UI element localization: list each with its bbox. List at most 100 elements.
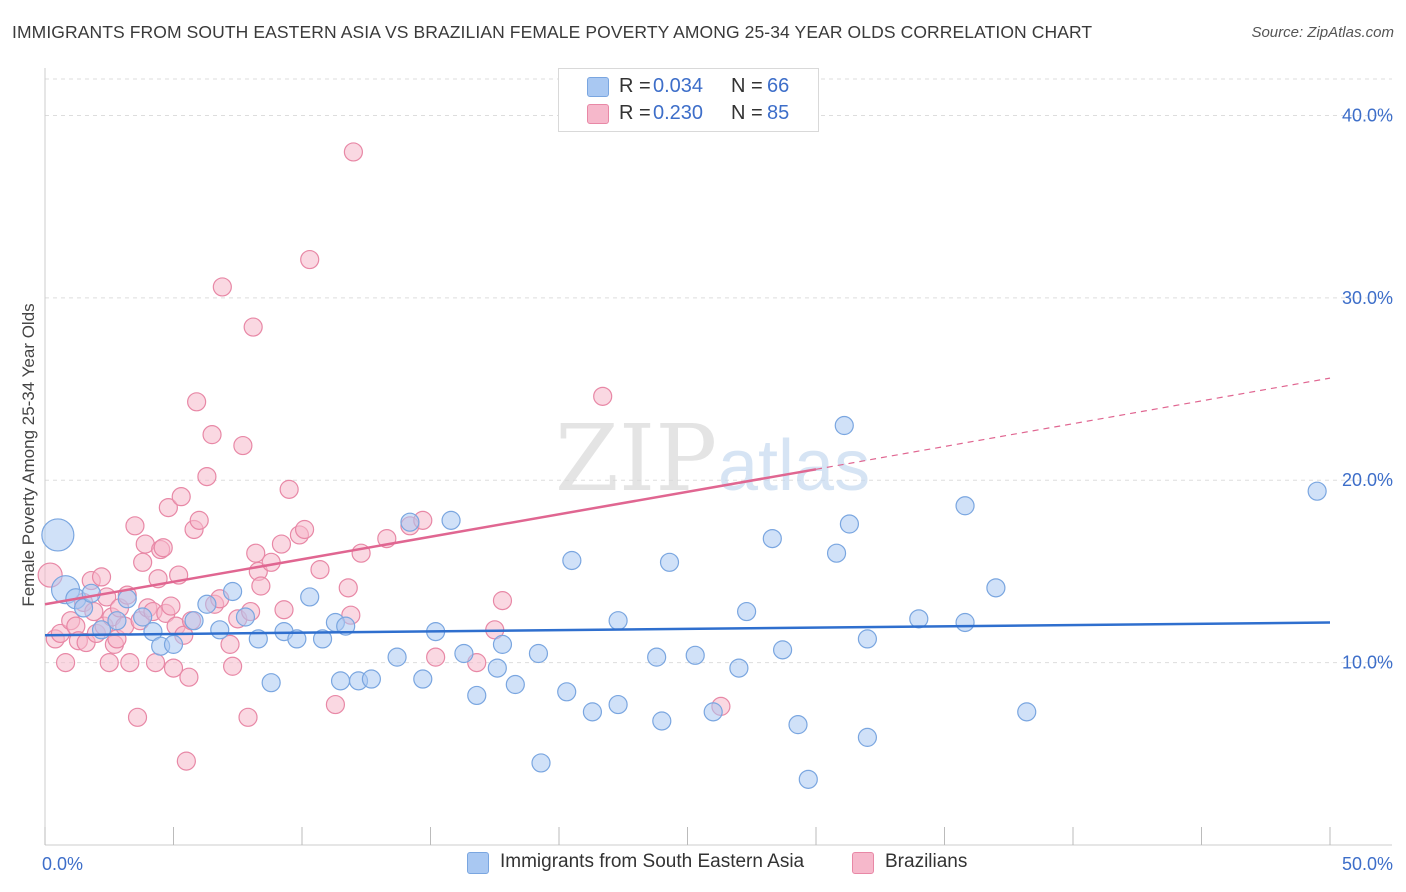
sea-point <box>647 647 667 667</box>
sea-point <box>223 581 243 602</box>
y-tick-label: 40.0% <box>1342 105 1393 125</box>
sea-point <box>839 514 860 534</box>
sea-point <box>762 528 782 549</box>
brazilian-point <box>426 647 446 667</box>
legend-swatch-pink <box>587 104 609 124</box>
sea-immigrants-points <box>41 415 1327 789</box>
sea-point <box>582 702 603 722</box>
brazilian-point <box>279 479 299 499</box>
chart-title: IMMIGRANTS FROM SOUTH EASTERN ASIA VS BR… <box>12 22 1093 42</box>
brazilian-point <box>176 751 196 771</box>
brazilian-point <box>300 249 320 270</box>
sea-point <box>737 601 757 622</box>
brazilian-point <box>233 435 253 456</box>
sea-point <box>986 578 1006 598</box>
y-axis-title: Female Poverty Among 25-34 Year Olds <box>19 303 38 606</box>
sea-point <box>487 658 507 678</box>
sea-point <box>261 673 281 693</box>
brazilian-point <box>243 317 263 337</box>
watermark: ZIP atlas <box>555 405 870 512</box>
brazilian-point <box>343 142 363 162</box>
sea-point <box>117 589 137 609</box>
sea-point <box>300 587 320 607</box>
sea-point <box>857 727 878 747</box>
sea-point <box>235 607 256 627</box>
brazilian-point <box>125 516 145 536</box>
legend-n-value-sea: 66 <box>767 75 790 97</box>
source-credit: Source: ZipAtlas.com <box>1251 24 1394 41</box>
brazilian-point <box>310 560 330 580</box>
brazilian-point <box>127 707 148 727</box>
legend-r-label: R = <box>619 75 651 97</box>
brazilians-trend-line <box>44 468 817 606</box>
brazilians-trend-extension <box>815 377 1331 470</box>
bottom-legend-swatch-pink <box>852 852 874 874</box>
sea-point <box>955 496 975 516</box>
sea-point <box>454 643 474 664</box>
x-tick-label-max: 50.0% <box>1342 854 1393 874</box>
brazilian-point <box>271 534 292 554</box>
sea-point <box>528 643 549 664</box>
brazilian-point <box>492 591 513 611</box>
y-tick-labels: 10.0% 20.0% 30.0% 40.0% <box>1342 105 1393 672</box>
legend-r-value-sea: 0.034 <box>653 75 704 97</box>
sea-point <box>909 609 929 629</box>
brazilian-point <box>120 653 140 673</box>
brazilian-point <box>238 707 258 727</box>
sea-point <box>210 620 230 640</box>
sea-point <box>197 594 217 614</box>
sea-point <box>1307 481 1327 501</box>
brazilian-point <box>274 600 294 620</box>
brazilian-point <box>223 656 243 676</box>
sea-point <box>441 510 461 530</box>
bottom-legend-label-sea: Immigrants from South Eastern Asia <box>500 851 805 872</box>
sea-point <box>163 634 184 654</box>
brazilian-point <box>163 658 184 678</box>
brazilian-point <box>161 596 181 616</box>
grid-lines <box>45 78 1392 664</box>
sea-point <box>107 611 127 631</box>
brazilian-point <box>593 386 613 406</box>
brazilian-point <box>197 466 217 487</box>
brazilian-point <box>158 497 178 518</box>
correlation-legend: R = 0.034 N = 66 R = 0.230 N = 85 <box>558 68 819 132</box>
sea-point <box>562 550 582 571</box>
sea-point <box>608 611 628 631</box>
sea-trend-line <box>44 621 1331 637</box>
brazilian-point <box>325 694 346 715</box>
sea-point <box>387 647 407 667</box>
sea-point <box>834 415 854 436</box>
sea-point <box>531 753 551 773</box>
watermark-atlas: atlas <box>718 426 870 506</box>
trend-lines <box>44 377 1331 637</box>
brazilian-point <box>179 667 199 687</box>
legend-r-label: R = <box>619 102 651 124</box>
brazilian-point <box>55 653 76 673</box>
sea-point <box>133 607 153 627</box>
sea-point <box>184 611 204 631</box>
legend-n-label: N = <box>731 75 763 97</box>
sea-point <box>336 616 356 636</box>
axes <box>44 68 1392 846</box>
sea-point <box>557 682 577 702</box>
brazilian-point <box>133 552 153 572</box>
sea-point <box>330 671 351 691</box>
sea-point <box>467 685 487 706</box>
sea-point <box>772 640 793 660</box>
bottom-legend-swatch-blue <box>467 852 489 874</box>
brazilian-point <box>294 519 315 540</box>
brazilian-point <box>153 538 173 558</box>
sea-point <box>857 629 878 649</box>
sea-point <box>287 629 307 649</box>
sea-point <box>492 634 513 654</box>
sea-point <box>400 512 420 532</box>
sea-point <box>1017 702 1037 722</box>
brazilian-point <box>220 634 240 654</box>
watermark-zip: ZIP <box>555 405 717 512</box>
brazilian-point <box>189 510 209 530</box>
brazilian-point <box>50 623 71 644</box>
sea-point <box>361 669 381 689</box>
sea-point <box>413 669 433 689</box>
sea-point <box>729 658 749 678</box>
x-tick-label-min: 0.0% <box>42 854 83 874</box>
